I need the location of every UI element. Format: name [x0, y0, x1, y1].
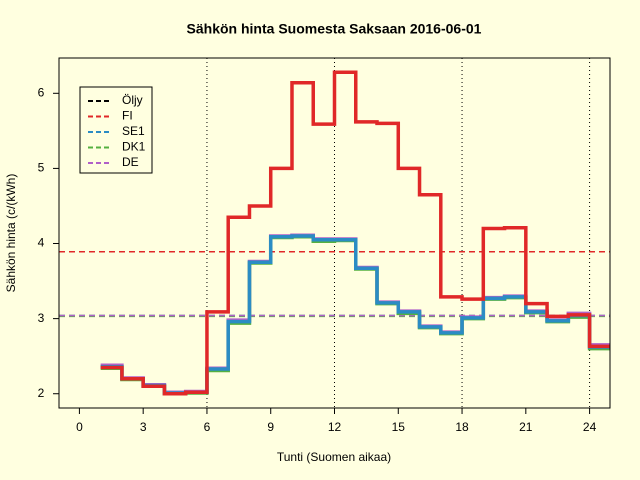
y-tick-label: 4	[38, 236, 45, 250]
x-tick-label: 21	[519, 420, 533, 434]
y-tick-label: 3	[38, 311, 45, 325]
x-tick-label: 9	[267, 420, 274, 434]
plot-area	[59, 58, 610, 408]
x-tick-label: 24	[583, 420, 597, 434]
y-tick-label: 2	[38, 386, 45, 400]
x-tick-label: 12	[328, 420, 342, 434]
step-line	[100, 234, 610, 395]
legend-label: Öljy	[122, 93, 143, 107]
legend-label: DK1	[122, 140, 146, 154]
x-tick-label: 15	[392, 420, 406, 434]
y-tick-label: 5	[38, 161, 45, 175]
y-tick-label: 6	[38, 85, 45, 99]
legend-label: FI	[122, 109, 133, 123]
x-tick-label: 3	[140, 420, 147, 434]
x-tick-label: 6	[204, 420, 211, 434]
step-line	[100, 70, 610, 396]
x-axis-label: Tunti (Suomen aikaa)	[277, 450, 391, 464]
x-tick-label: 0	[76, 420, 83, 434]
y-axis-label: Sähkön hinta (c/(kWh)	[4, 174, 18, 293]
legend-label: SE1	[122, 124, 145, 138]
x-tick-label: 18	[455, 420, 469, 434]
chart-title: Sähkön hinta Suomesta Saksaan 2016-06-01	[187, 21, 482, 37]
legend-label: DE	[122, 155, 139, 169]
